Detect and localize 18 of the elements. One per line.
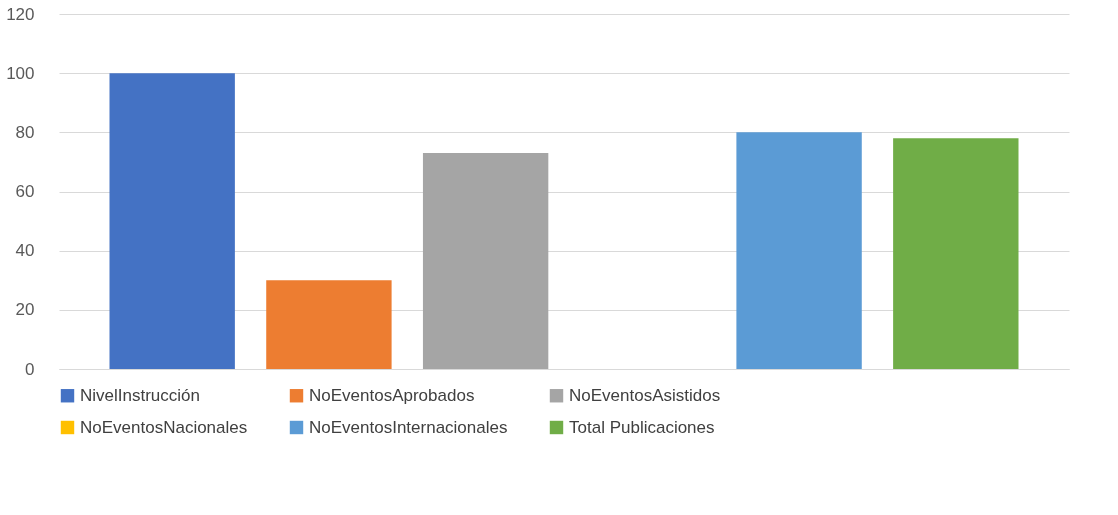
bar bbox=[422, 153, 549, 369]
y-tick-label: 100 bbox=[6, 63, 35, 83]
legend-label: Total Publicaciones bbox=[569, 417, 715, 437]
legend-label: NoEventosAprobados bbox=[309, 385, 475, 405]
bar bbox=[109, 73, 235, 369]
legend-label: NivelInstrucción bbox=[80, 385, 200, 405]
legend-label: NoEventosInternacionales bbox=[309, 417, 508, 437]
bar bbox=[736, 132, 862, 369]
bar bbox=[266, 280, 392, 369]
y-tick-label: 60 bbox=[15, 182, 35, 201]
y-tick-label: 120 bbox=[6, 4, 35, 24]
y-tick-label: 80 bbox=[15, 122, 35, 142]
y-tick-label: 0 bbox=[25, 359, 35, 379]
bar bbox=[893, 138, 1019, 369]
legend-label: NoEventosAsistidos bbox=[569, 385, 721, 405]
y-tick-label: 40 bbox=[15, 241, 35, 261]
legend-label: NoEventosNacionales bbox=[80, 417, 248, 437]
y-tick-label: 20 bbox=[15, 300, 35, 320]
